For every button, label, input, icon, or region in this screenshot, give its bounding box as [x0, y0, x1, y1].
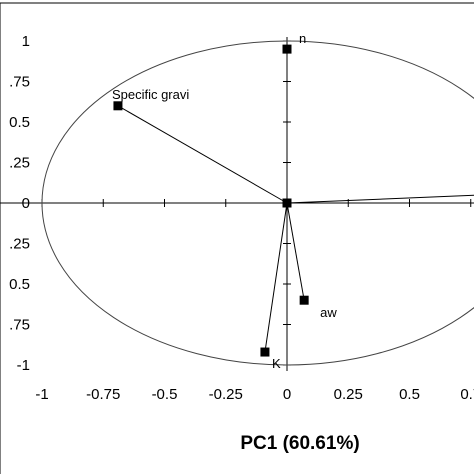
y-tick-label: .75: [9, 317, 30, 334]
x-tick-label: -1: [35, 386, 48, 403]
correlation-circle: [41, 40, 474, 366]
y-tick-label: -1: [17, 357, 30, 374]
x-tick-label: 0.5: [399, 386, 420, 403]
y-tick-label: .25: [9, 155, 30, 172]
y-tick-label: 0.5: [9, 114, 30, 131]
loading-vector: [286, 202, 305, 301]
x-tick-label: -0.75: [86, 386, 120, 403]
y-tick-label: .75: [9, 74, 30, 91]
x-tick-label: -0.25: [209, 386, 243, 403]
point-label: K: [272, 356, 281, 371]
y-tick-label: .25: [9, 236, 30, 253]
x-tick-label: -0.5: [152, 386, 178, 403]
loading-vector: [264, 202, 288, 353]
x-tick-label: 0: [283, 386, 291, 403]
loading-vector: [286, 194, 474, 204]
point-label: Specific gravi: [112, 87, 189, 102]
loading-point: [113, 101, 123, 111]
x-tick-label: 0.25: [334, 386, 363, 403]
point-label: aw: [320, 305, 337, 320]
axes: [0, 37, 474, 371]
x-axis-title: PC1 (60.61%): [240, 433, 359, 454]
y-tick-label: 1: [22, 33, 30, 50]
unit-circle: [41, 40, 474, 366]
loading-vectors: [117, 49, 474, 353]
loading-point: [299, 295, 309, 305]
y-tick-label: 0.5: [9, 276, 30, 293]
point-label: n: [299, 31, 306, 46]
loading-point: [260, 347, 270, 357]
y-tick-label: 0: [22, 195, 30, 212]
loading-vector: [117, 105, 288, 204]
x-tick-label: 0.7: [460, 386, 474, 403]
tick-labels: -1-0.75-0.5-0.2500.250.50.71.750.5.250.2…: [9, 33, 474, 403]
loading-points: n Specific gravi aw K: [112, 31, 337, 371]
origin-point: [282, 198, 292, 208]
loading-point: [282, 44, 292, 54]
